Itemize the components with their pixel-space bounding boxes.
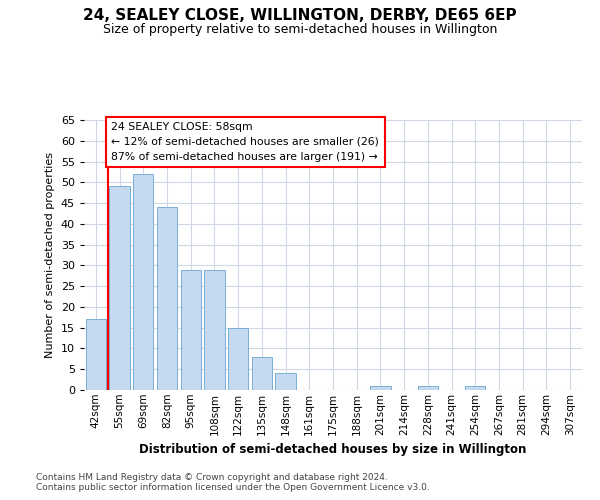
Text: Distribution of semi-detached houses by size in Willington: Distribution of semi-detached houses by … — [139, 442, 527, 456]
Bar — [133, 174, 154, 390]
Bar — [181, 270, 201, 390]
Y-axis label: Number of semi-detached properties: Number of semi-detached properties — [45, 152, 55, 358]
Bar — [275, 374, 296, 390]
Text: Size of property relative to semi-detached houses in Willington: Size of property relative to semi-detach… — [103, 24, 497, 36]
Text: 24 SEALEY CLOSE: 58sqm
← 12% of semi-detached houses are smaller (26)
87% of sem: 24 SEALEY CLOSE: 58sqm ← 12% of semi-det… — [111, 122, 379, 162]
Bar — [86, 320, 106, 390]
Bar — [252, 357, 272, 390]
Text: Contains public sector information licensed under the Open Government Licence v3: Contains public sector information licen… — [36, 484, 430, 492]
Text: 24, SEALEY CLOSE, WILLINGTON, DERBY, DE65 6EP: 24, SEALEY CLOSE, WILLINGTON, DERBY, DE6… — [83, 8, 517, 22]
Bar — [157, 207, 177, 390]
Bar — [109, 186, 130, 390]
Bar — [228, 328, 248, 390]
Bar — [205, 270, 224, 390]
Bar — [418, 386, 438, 390]
Bar — [465, 386, 485, 390]
Bar — [370, 386, 391, 390]
Text: Contains HM Land Registry data © Crown copyright and database right 2024.: Contains HM Land Registry data © Crown c… — [36, 472, 388, 482]
